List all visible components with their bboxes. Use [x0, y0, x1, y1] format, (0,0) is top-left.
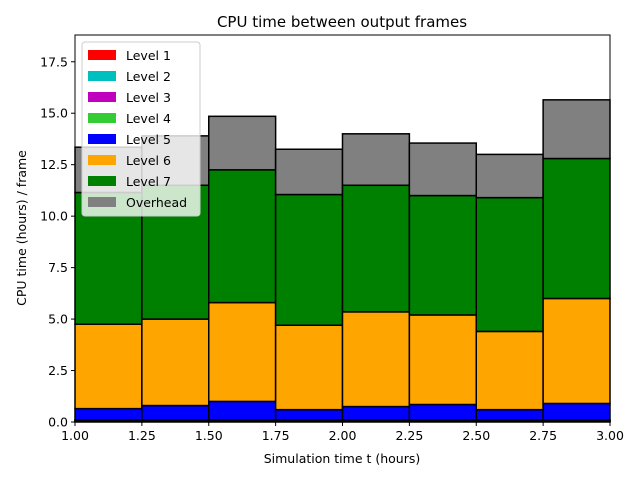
bar-segment-overhead-bin-8 — [542, 99, 611, 160]
y-tick-label: 5.0 — [48, 312, 68, 327]
bar-segment-level-7-bin-8 — [542, 157, 611, 300]
y-tick-label: 0.0 — [48, 415, 68, 430]
bar-segment-overhead-bin-5 — [341, 133, 411, 187]
x-tick-label: 2.75 — [529, 428, 557, 443]
legend-label: Level 7 — [126, 174, 171, 189]
bar-segment-level-6-bin-5 — [341, 311, 411, 408]
bar-segment-overhead-bin-6 — [408, 142, 477, 197]
bar-segment-level-7-bin-6 — [408, 194, 477, 316]
y-tick-label: 10.0 — [40, 209, 68, 224]
legend-label: Level 5 — [126, 132, 171, 147]
x-axis-label: Simulation time t (hours) — [264, 451, 421, 466]
legend-box — [81, 41, 201, 217]
bar-segment-level-6-bin-3 — [208, 301, 277, 403]
legend-label: Level 4 — [126, 111, 171, 126]
bar-segment-level-6-bin-2 — [141, 318, 210, 407]
y-tick-label: 12.5 — [40, 157, 68, 172]
legend-label: Level 6 — [126, 153, 171, 168]
legend-swatch — [88, 113, 116, 123]
legend-label: Overhead — [126, 195, 187, 210]
legend-swatch — [88, 71, 116, 81]
legend-label: Level 1 — [126, 48, 171, 63]
bar-segment-level-5-bin-4 — [274, 408, 344, 421]
legend-swatch — [88, 176, 116, 186]
x-tick-label: 1.75 — [262, 428, 290, 443]
x-tick-label: 2.50 — [462, 428, 490, 443]
x-tick-label: 1.25 — [128, 428, 156, 443]
x-tick-label: 2.25 — [395, 428, 423, 443]
legend-swatch — [88, 92, 116, 102]
legend: Level 1 Level 2 Level 3 Level 4 Level 5 Level… — [81, 41, 201, 217]
x-tick-label: 1.00 — [61, 428, 89, 443]
bar-segment-overhead-bin-7 — [475, 153, 544, 199]
bar-segment-level-5-bin-5 — [341, 405, 411, 421]
y-tick-label: 2.5 — [48, 363, 68, 378]
y-axis-label: CPU time (hours) / frame — [14, 150, 29, 306]
legend-label: Level 3 — [126, 90, 171, 105]
y-tick-label: 15.0 — [40, 106, 68, 121]
legend-swatch — [88, 197, 116, 207]
bar-segment-level-6-bin-4 — [274, 324, 344, 411]
bar-segment-overhead-bin-4 — [274, 148, 344, 196]
bar-segment-level-7-bin-7 — [475, 196, 544, 333]
legend-swatch — [88, 134, 116, 144]
x-tick-label: 1.50 — [195, 428, 223, 443]
bar-segment-level-6-bin-8 — [542, 297, 611, 405]
bar-segment-level-6-bin-7 — [475, 330, 544, 411]
chart-title: CPU time between output frames — [217, 13, 467, 31]
legend-label: Level 2 — [126, 69, 171, 84]
x-tick-label: 3.00 — [596, 428, 624, 443]
bar-segment-level-6-bin-6 — [408, 314, 477, 406]
bar-segment-level-5-bin-1 — [74, 407, 143, 421]
bar-segment-level-5-bin-8 — [542, 402, 611, 421]
bar-segment-level-5-bin-2 — [141, 404, 210, 421]
y-tick-label: 7.5 — [48, 260, 68, 275]
bar-segment-level-5-bin-6 — [408, 403, 477, 421]
legend-swatch — [88, 50, 116, 60]
bar-segment-level-5-bin-3 — [208, 400, 277, 421]
bar-segment-level-7-bin-5 — [341, 184, 411, 313]
bar-segment-level-7-bin-3 — [208, 169, 277, 304]
y-tick-label: 17.5 — [40, 54, 68, 69]
x-tick-label: 2.00 — [329, 428, 357, 443]
plot-area: 1.00 1.25 1.50 1.75 2.00 2.25 2.50 2.75 3.00 0.0 2… — [40, 34, 624, 443]
bar-segment-level-6-bin-1 — [74, 323, 143, 410]
bar-segment-overhead-bin-3 — [208, 115, 277, 171]
legend-swatch — [88, 155, 116, 165]
bar-segment-level-7-bin-4 — [274, 193, 344, 326]
bar-segment-level-5-bin-7 — [475, 408, 544, 421]
